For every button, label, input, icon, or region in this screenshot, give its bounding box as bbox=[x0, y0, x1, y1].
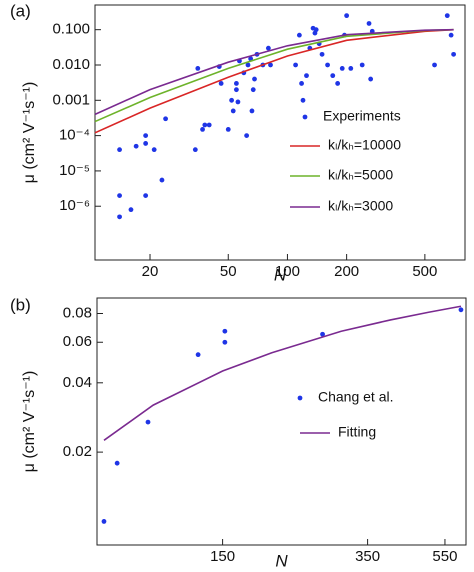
data-point bbox=[206, 122, 212, 128]
data-point bbox=[335, 81, 341, 86]
data-point bbox=[133, 143, 139, 149]
plot-frame bbox=[96, 297, 467, 546]
legend-label: kₗ/kₕ=10000 bbox=[328, 137, 401, 153]
data-point bbox=[117, 147, 122, 153]
legend-label: Experiments bbox=[323, 108, 401, 124]
data-point bbox=[143, 133, 149, 139]
data-point bbox=[163, 116, 168, 122]
data-point bbox=[368, 76, 374, 82]
data-point bbox=[304, 73, 309, 79]
data-point bbox=[222, 328, 228, 334]
data-point bbox=[128, 207, 134, 213]
data-point bbox=[195, 352, 201, 358]
y-tick-label: 0.04 bbox=[63, 374, 92, 391]
y-tick-label: 0.08 bbox=[63, 304, 92, 321]
x-axis-label: N bbox=[274, 265, 287, 284]
data-point bbox=[444, 13, 450, 19]
data-point bbox=[299, 81, 304, 86]
legend-label: Fitting bbox=[338, 424, 376, 440]
x-tick-label: 550 bbox=[432, 548, 457, 565]
data-point bbox=[339, 66, 345, 71]
legend-swatch bbox=[297, 395, 303, 401]
data-point bbox=[233, 81, 239, 86]
data-point bbox=[200, 126, 205, 132]
data-point bbox=[300, 97, 306, 103]
y-tick-label: 0.06 bbox=[63, 333, 92, 350]
data-point bbox=[143, 193, 149, 198]
x-tick-label: 50 bbox=[220, 263, 237, 280]
data-point bbox=[250, 87, 256, 93]
data-point bbox=[225, 126, 231, 132]
panel-label: (a) bbox=[10, 1, 31, 20]
data-point bbox=[325, 62, 330, 68]
data-point bbox=[313, 27, 319, 33]
y-tick-label: 10⁻⁶ bbox=[59, 197, 90, 214]
x-tick-label: 200 bbox=[334, 263, 359, 280]
data-point bbox=[245, 62, 251, 68]
data-point bbox=[448, 32, 454, 38]
data-point bbox=[458, 307, 464, 313]
data-point bbox=[151, 147, 157, 153]
data-point bbox=[359, 62, 365, 68]
data-point bbox=[293, 62, 298, 68]
data-point bbox=[432, 62, 437, 68]
x-tick-label: 500 bbox=[412, 263, 437, 280]
curve bbox=[103, 305, 462, 441]
y-tick-label: 0.02 bbox=[63, 443, 92, 460]
y-tick-label: 0.010 bbox=[52, 56, 90, 73]
data-point bbox=[252, 76, 257, 82]
data-point bbox=[222, 339, 228, 345]
legend-label: kₗ/kₕ=3000 bbox=[328, 198, 393, 214]
data-point bbox=[330, 73, 336, 79]
data-point bbox=[233, 87, 239, 93]
data-point bbox=[235, 99, 241, 105]
legend-label: Chang et al. bbox=[318, 389, 394, 405]
y-tick-label: 0.001 bbox=[52, 91, 90, 108]
y-axis-label: μ (cm² V⁻¹s⁻¹) bbox=[21, 82, 38, 184]
data-point bbox=[296, 32, 302, 38]
data-point bbox=[249, 108, 255, 114]
legend-label: kₗ/kₕ=5000 bbox=[328, 167, 393, 183]
legend-swatch bbox=[302, 114, 308, 120]
data-point bbox=[451, 51, 456, 57]
data-point bbox=[268, 62, 273, 68]
data-point bbox=[265, 45, 271, 51]
data-point bbox=[366, 21, 372, 26]
curve bbox=[94, 28, 454, 116]
data-point bbox=[159, 177, 165, 183]
panel-label: (b) bbox=[10, 295, 31, 314]
x-tick-label: 20 bbox=[142, 263, 159, 280]
data-point bbox=[244, 133, 250, 139]
y-tick-label: 10⁻⁵ bbox=[59, 162, 90, 179]
data-point bbox=[344, 13, 350, 19]
data-point bbox=[348, 66, 354, 71]
x-tick-label: 350 bbox=[355, 548, 380, 565]
x-axis-label: N bbox=[275, 551, 288, 570]
data-point bbox=[218, 81, 224, 86]
data-point bbox=[145, 419, 151, 425]
y-tick-label: 0.100 bbox=[52, 21, 90, 38]
y-axis-label: μ (cm² V⁻¹s⁻¹) bbox=[21, 371, 38, 473]
data-point bbox=[202, 122, 208, 128]
data-point bbox=[230, 108, 236, 114]
data-point bbox=[192, 147, 198, 153]
x-tick-label: 150 bbox=[210, 548, 235, 565]
data-point bbox=[143, 141, 149, 146]
data-point bbox=[117, 193, 122, 198]
data-point bbox=[319, 51, 325, 57]
curve bbox=[94, 28, 454, 134]
data-point bbox=[117, 214, 122, 220]
data-point bbox=[114, 460, 120, 466]
x-tick-label: 100 bbox=[275, 263, 300, 280]
data-point bbox=[320, 331, 325, 337]
y-tick-label: 10⁻⁴ bbox=[59, 127, 90, 144]
data-point bbox=[195, 66, 201, 71]
plot-frame bbox=[94, 4, 466, 261]
data-point bbox=[229, 97, 235, 103]
data-point bbox=[101, 519, 107, 524]
